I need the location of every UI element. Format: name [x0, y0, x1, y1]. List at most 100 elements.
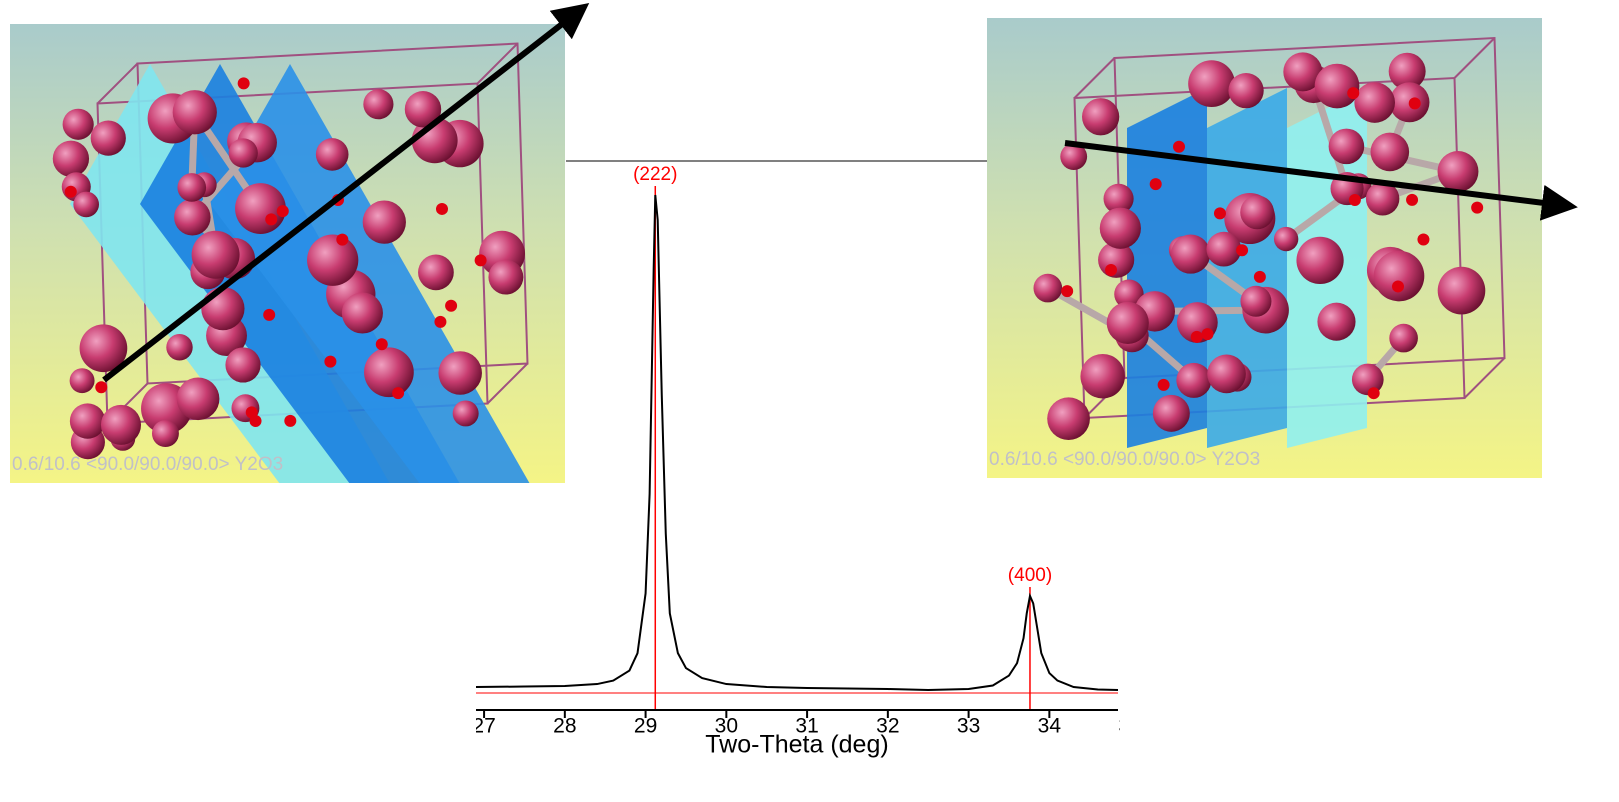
atom	[62, 108, 94, 140]
atom	[1389, 323, 1418, 353]
atom	[435, 202, 448, 215]
atom	[166, 334, 193, 361]
atom	[1373, 250, 1425, 302]
unit-cell-edge	[486, 362, 529, 405]
atom	[79, 324, 128, 373]
atom	[1471, 201, 1484, 214]
atom	[1157, 378, 1170, 391]
structure-caption: 0.6/10.6 <90.0/90.0/90.0> Y2O3	[12, 454, 283, 475]
x-axis-label: Two-Theta (deg)	[705, 731, 888, 759]
atom	[445, 299, 458, 312]
atom	[1354, 82, 1396, 123]
atom	[69, 403, 106, 439]
atom	[1173, 140, 1186, 153]
atom	[1240, 285, 1272, 317]
atom	[237, 77, 250, 90]
atom	[1152, 394, 1190, 432]
atom	[174, 199, 211, 236]
atom	[1106, 301, 1149, 344]
atom	[1103, 183, 1134, 214]
data-line	[476, 194, 1119, 692]
atom	[1273, 226, 1299, 252]
atom	[191, 230, 240, 279]
atom	[1188, 60, 1235, 108]
atom	[1408, 97, 1421, 110]
atom	[1061, 285, 1074, 298]
atom	[375, 338, 388, 351]
lattice-plane	[1127, 88, 1207, 448]
structure-caption: 0.6/10.6 <90.0/90.0/90.0> Y2O3	[989, 449, 1260, 470]
atom	[265, 213, 278, 226]
atom	[404, 91, 442, 128]
atom	[1283, 52, 1323, 92]
atom	[1206, 231, 1242, 267]
atom	[1033, 273, 1063, 303]
atom	[1367, 387, 1380, 400]
atom	[1348, 193, 1361, 206]
unit-cell-edge	[476, 42, 519, 85]
arrow	[1064, 140, 1578, 221]
atom	[1213, 207, 1226, 220]
x-tick-label: 33	[957, 715, 980, 738]
atom	[1080, 353, 1125, 399]
x-tick-label: 28	[553, 715, 576, 738]
atom	[177, 173, 207, 202]
atom	[418, 254, 454, 291]
atom	[228, 138, 258, 168]
lattice-plane	[1207, 88, 1287, 448]
atom	[362, 200, 406, 244]
atom	[1176, 362, 1212, 398]
atom	[1365, 182, 1400, 216]
atom	[488, 259, 524, 295]
atom	[1437, 151, 1479, 192]
atom	[1347, 87, 1360, 100]
atom	[1207, 354, 1246, 394]
atom	[324, 355, 337, 368]
x-tick-label: 35	[1118, 715, 1141, 738]
atom	[392, 387, 405, 400]
atom	[307, 234, 359, 286]
atom	[1392, 280, 1405, 293]
arrow	[102, 2, 590, 383]
atom	[1149, 178, 1162, 191]
atom	[69, 368, 95, 394]
atom	[249, 415, 262, 428]
unit-cell-edge	[1463, 357, 1506, 399]
atom	[90, 120, 126, 156]
atom	[1060, 143, 1088, 170]
atom	[1406, 193, 1419, 206]
xrd-plot: 27 28 29 30 31 32 33 34 35 (222) (400) Two-Theta (d…	[472, 164, 1141, 759]
unit-cell-edge	[1453, 37, 1496, 79]
atom	[263, 308, 276, 321]
atom	[452, 400, 479, 427]
atom	[73, 191, 100, 218]
atom	[1047, 397, 1090, 441]
atom	[1201, 328, 1214, 341]
x-tick-label: 30	[715, 715, 738, 738]
atom	[1236, 244, 1249, 257]
atom	[1437, 266, 1486, 315]
atom	[1099, 207, 1141, 249]
atom	[1082, 98, 1120, 136]
atom	[438, 351, 482, 395]
atom	[225, 347, 261, 383]
atom	[363, 89, 394, 120]
atom	[201, 287, 245, 331]
atom	[284, 414, 297, 427]
atom	[1328, 128, 1365, 165]
crystal-structure: 0.6/10.6 <90.0/90.0/90.0> Y2O3	[987, 18, 1542, 478]
x-tick-label: 29	[634, 715, 657, 738]
atom	[364, 347, 414, 398]
atom	[336, 233, 349, 246]
atom	[1296, 236, 1344, 284]
x-tick-label: 27	[472, 715, 495, 738]
atom	[1388, 52, 1426, 90]
atom	[1317, 302, 1356, 341]
atom	[1417, 233, 1430, 246]
atom	[1351, 363, 1384, 396]
atom	[1253, 270, 1266, 283]
atom	[1190, 330, 1203, 343]
atom	[1171, 234, 1211, 274]
atom	[276, 205, 289, 218]
